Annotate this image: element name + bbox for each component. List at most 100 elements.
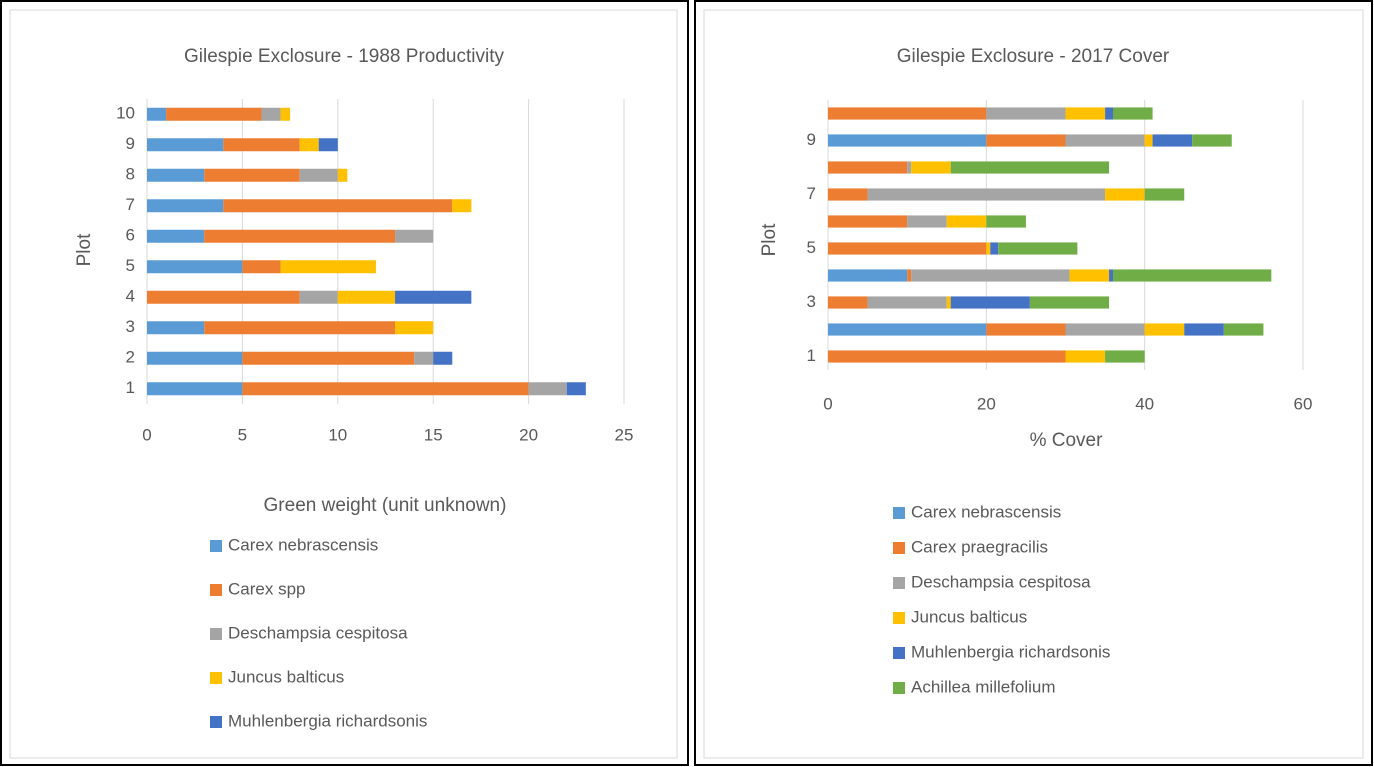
y-tick-label: 1: [807, 346, 816, 365]
bar-segment: [828, 269, 908, 282]
chart-title: Gilespie Exclosure - 1988 Productivity: [184, 46, 504, 67]
legend-label: Carex nebrascensis: [911, 502, 1061, 521]
y-tick-label: 4: [126, 287, 135, 306]
bar-segment: [911, 269, 1070, 282]
bar-segment: [395, 290, 472, 304]
bar-segment: [950, 296, 1030, 309]
bar-segment: [318, 138, 338, 152]
x-tick-label: 60: [1294, 394, 1313, 413]
bar-segment: [828, 107, 987, 120]
bar-segment: [528, 382, 567, 396]
bar-segment: [204, 321, 396, 335]
y-tick-label: 10: [116, 104, 135, 123]
panel-border: [0, 0, 689, 766]
y-tick-label: 8: [126, 165, 135, 184]
bar-segment: [147, 290, 300, 304]
bar-segment: [828, 188, 868, 201]
legend-label: Deschampsia cespitosa: [911, 572, 1091, 591]
y-tick-label: 9: [126, 134, 135, 153]
bar-segment: [452, 199, 472, 213]
y-tick-label: 9: [807, 130, 816, 149]
bar-segment: [1144, 188, 1185, 201]
bar-segment: [1065, 323, 1145, 336]
bar-segment: [147, 138, 224, 152]
bar-segment: [911, 161, 951, 174]
bar-segment: [147, 229, 205, 243]
bar-segment: [946, 296, 951, 309]
bar-segment: [337, 168, 348, 182]
bar-segment: [907, 215, 947, 228]
bar-segment: [414, 351, 434, 365]
legend-label: Muhlenbergia richardsonis: [911, 642, 1110, 661]
bar-segment: [867, 188, 1106, 201]
bar-segment: [986, 134, 1066, 147]
legend-label: Carex praegracilis: [911, 537, 1048, 556]
bar-segment: [147, 351, 243, 365]
legend-swatch: [893, 612, 905, 624]
legend-swatch: [210, 628, 222, 640]
bar-segment: [1029, 296, 1110, 309]
x-tick-label: 25: [615, 425, 634, 444]
bar-segment: [1144, 323, 1185, 336]
bar-segment: [907, 161, 912, 174]
bar-segment: [828, 296, 868, 309]
y-tick-label: 7: [807, 184, 816, 203]
x-tick-label: 40: [1135, 394, 1154, 413]
bar-segment: [1113, 269, 1272, 282]
bar-segment: [1105, 107, 1113, 120]
legend-label: Muhlenbergia richardsonis: [228, 711, 427, 730]
legend-swatch: [893, 577, 905, 589]
bar-segment: [337, 290, 396, 304]
y-tick-label: 5: [126, 256, 135, 275]
bar-segment: [242, 351, 415, 365]
bar-segment: [1065, 107, 1106, 120]
legend-swatch: [893, 542, 905, 554]
bar-segment: [1109, 269, 1113, 282]
bar-segment: [147, 199, 224, 213]
bar-segment: [147, 321, 205, 335]
y-tick-label: 3: [807, 292, 816, 311]
bar-segment: [280, 260, 376, 274]
bar-segment: [299, 290, 338, 304]
bar-segment: [828, 161, 908, 174]
bar-segment: [204, 168, 300, 182]
y-axis-title: Plot: [759, 223, 780, 256]
x-tick-label: 0: [142, 425, 151, 444]
bar-segment: [147, 260, 243, 274]
bar-segment: [950, 161, 1110, 174]
bar-segment: [990, 242, 999, 255]
legend-swatch: [893, 682, 905, 694]
y-tick-label: 2: [126, 348, 135, 367]
bar-segment: [998, 242, 1078, 255]
bar-segment: [299, 168, 338, 182]
bar-segment: [223, 199, 453, 213]
bar-segment: [1113, 107, 1153, 120]
x-tick-label: 0: [823, 394, 832, 413]
bar-segment: [1105, 350, 1145, 363]
chart-title: Gilespie Exclosure - 2017 Cover: [897, 46, 1170, 67]
y-tick-label: 7: [126, 195, 135, 214]
bar-segment: [433, 351, 453, 365]
bar-segment: [299, 138, 319, 152]
bar-segment: [828, 215, 908, 228]
bar-segment: [261, 107, 281, 121]
legend-swatch: [210, 540, 222, 552]
x-tick-label: 15: [424, 425, 443, 444]
legend-label: Achillea millefolium: [911, 677, 1056, 696]
bar-segment: [1069, 269, 1110, 282]
bar-segment: [242, 382, 529, 396]
x-tick-label: 10: [328, 425, 347, 444]
legend-label: Juncus balticus: [911, 607, 1027, 626]
bar-segment: [907, 269, 912, 282]
legend-label: Carex spp: [228, 579, 305, 598]
legend-label: Deschampsia cespitosa: [228, 623, 408, 642]
bar-segment: [986, 323, 1066, 336]
legend-swatch: [210, 672, 222, 684]
bar-segment: [986, 107, 1066, 120]
legend-swatch: [210, 584, 222, 596]
bar-segment: [223, 138, 300, 152]
bar-segment: [867, 296, 947, 309]
y-tick-label: 3: [126, 317, 135, 336]
legend-swatch: [210, 716, 222, 728]
chart-border: [703, 9, 1364, 759]
